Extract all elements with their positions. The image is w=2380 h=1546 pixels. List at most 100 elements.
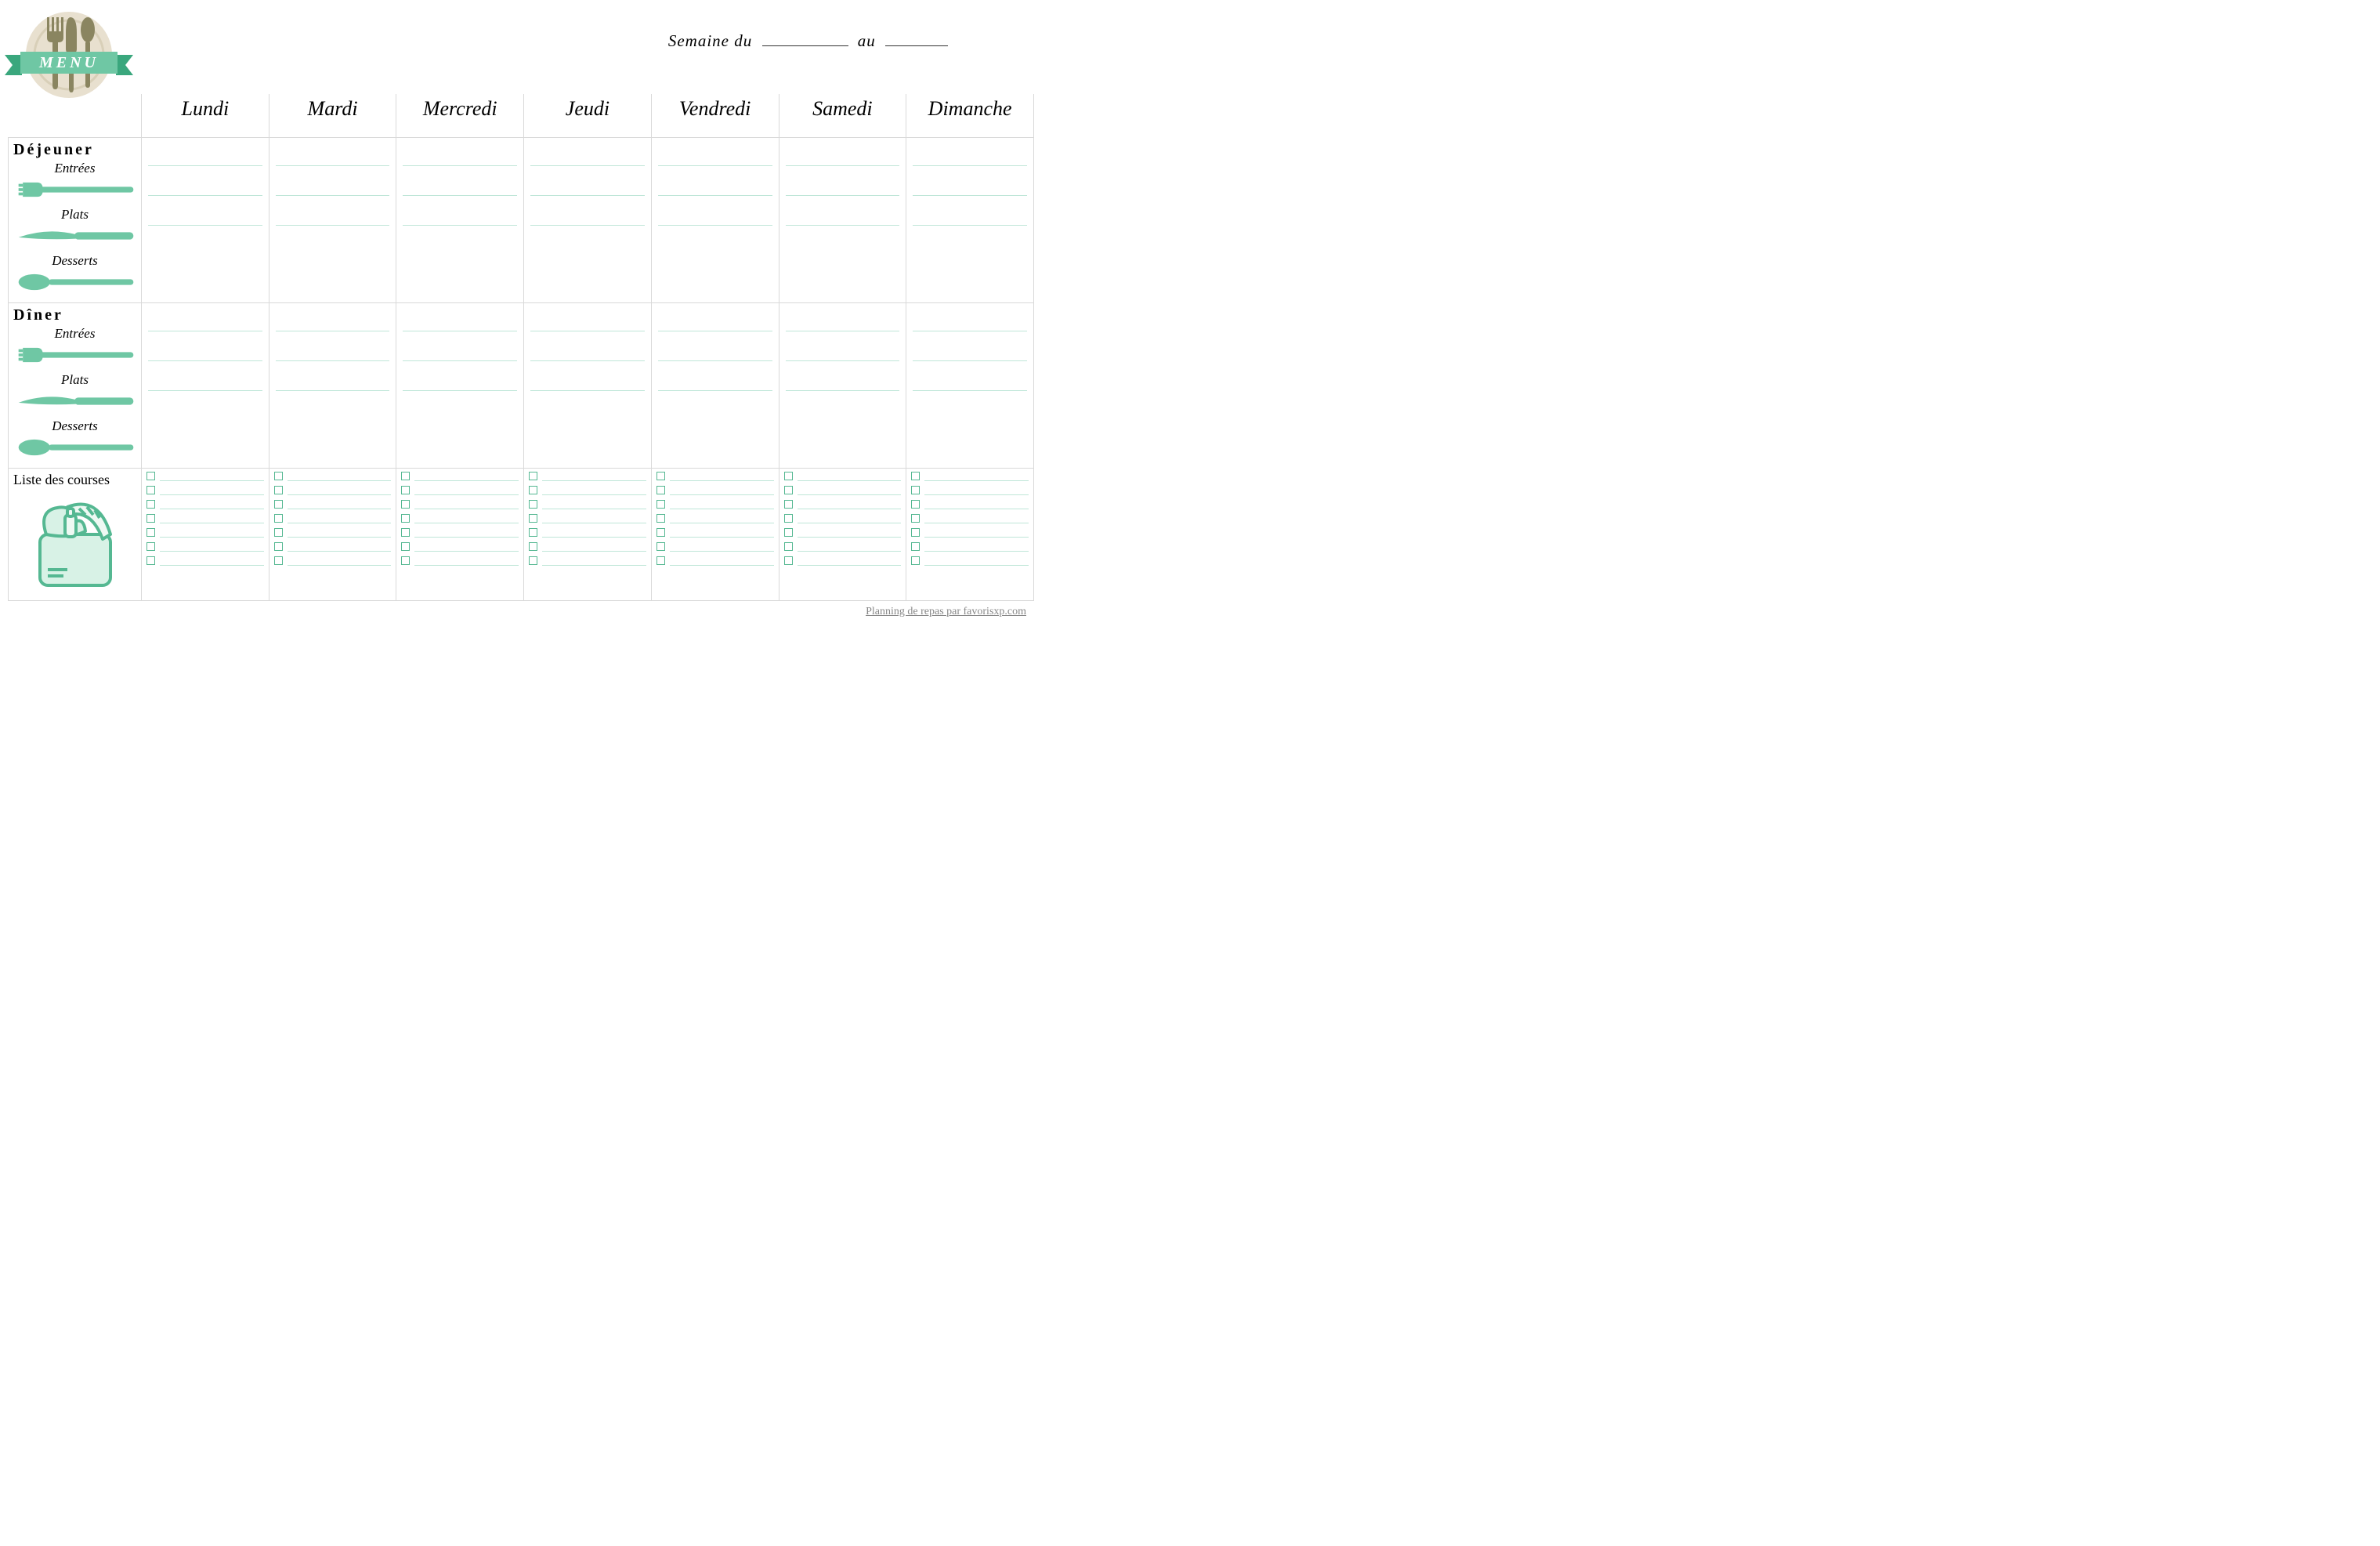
write-line[interactable]	[148, 210, 262, 226]
checkbox-icon[interactable]	[784, 556, 793, 565]
write-line[interactable]	[924, 472, 1029, 481]
shopping-cell[interactable]	[524, 468, 652, 600]
write-line[interactable]	[913, 346, 1027, 361]
write-line[interactable]	[542, 542, 646, 552]
shopping-item-row[interactable]	[656, 486, 774, 495]
shopping-item-row[interactable]	[529, 500, 646, 509]
shopping-item-row[interactable]	[274, 500, 392, 509]
shopping-item-row[interactable]	[656, 528, 774, 538]
checkbox-icon[interactable]	[529, 556, 537, 565]
write-line[interactable]	[542, 514, 646, 523]
write-line[interactable]	[160, 472, 264, 481]
write-line[interactable]	[148, 180, 262, 196]
checkbox-icon[interactable]	[274, 514, 283, 523]
write-line[interactable]	[658, 210, 772, 226]
shopping-item-row[interactable]	[784, 556, 902, 566]
write-line[interactable]	[414, 486, 519, 495]
shopping-item-row[interactable]	[529, 528, 646, 538]
write-line[interactable]	[924, 528, 1029, 538]
shopping-item-row[interactable]	[401, 500, 519, 509]
checkbox-icon[interactable]	[784, 500, 793, 509]
checkbox-icon[interactable]	[401, 542, 410, 551]
meal-cell[interactable]	[651, 137, 779, 302]
meal-cell[interactable]	[269, 302, 396, 468]
shopping-cell[interactable]	[779, 468, 906, 600]
shopping-item-row[interactable]	[784, 500, 902, 509]
write-line[interactable]	[414, 542, 519, 552]
checkbox-icon[interactable]	[146, 528, 155, 537]
write-line[interactable]	[288, 542, 392, 552]
write-line[interactable]	[288, 514, 392, 523]
write-line[interactable]	[276, 210, 390, 226]
write-line[interactable]	[288, 500, 392, 509]
week-start-blank[interactable]	[762, 34, 848, 46]
write-line[interactable]	[403, 346, 517, 361]
write-line[interactable]	[658, 375, 772, 391]
write-line[interactable]	[160, 514, 264, 523]
write-line[interactable]	[913, 375, 1027, 391]
checkbox-icon[interactable]	[656, 472, 665, 480]
shopping-item-row[interactable]	[401, 514, 519, 523]
write-line[interactable]	[276, 346, 390, 361]
write-line[interactable]	[148, 375, 262, 391]
write-line[interactable]	[403, 150, 517, 166]
shopping-item-row[interactable]	[146, 486, 264, 495]
shopping-item-row[interactable]	[274, 528, 392, 538]
write-line[interactable]	[148, 150, 262, 166]
write-line[interactable]	[414, 472, 519, 481]
shopping-cell[interactable]	[142, 468, 269, 600]
shopping-item-row[interactable]	[911, 542, 1029, 552]
checkbox-icon[interactable]	[911, 542, 920, 551]
shopping-item-row[interactable]	[911, 472, 1029, 481]
checkbox-icon[interactable]	[274, 556, 283, 565]
write-line[interactable]	[658, 316, 772, 331]
shopping-cell[interactable]	[651, 468, 779, 600]
write-line[interactable]	[276, 375, 390, 391]
write-line[interactable]	[924, 542, 1029, 552]
checkbox-icon[interactable]	[911, 486, 920, 494]
meal-cell[interactable]	[269, 137, 396, 302]
checkbox-icon[interactable]	[784, 472, 793, 480]
write-line[interactable]	[798, 542, 902, 552]
shopping-item-row[interactable]	[146, 472, 264, 481]
write-line[interactable]	[530, 375, 645, 391]
write-line[interactable]	[786, 346, 900, 361]
meal-cell[interactable]	[779, 137, 906, 302]
write-line[interactable]	[160, 556, 264, 566]
shopping-item-row[interactable]	[656, 556, 774, 566]
shopping-item-row[interactable]	[529, 514, 646, 523]
shopping-item-row[interactable]	[656, 542, 774, 552]
checkbox-icon[interactable]	[529, 486, 537, 494]
meal-cell[interactable]	[524, 137, 652, 302]
shopping-cell[interactable]	[269, 468, 396, 600]
checkbox-icon[interactable]	[529, 528, 537, 537]
shopping-item-row[interactable]	[784, 542, 902, 552]
shopping-item-row[interactable]	[401, 472, 519, 481]
write-line[interactable]	[786, 150, 900, 166]
checkbox-icon[interactable]	[911, 556, 920, 565]
write-line[interactable]	[658, 346, 772, 361]
shopping-item-row[interactable]	[274, 514, 392, 523]
shopping-item-row[interactable]	[529, 542, 646, 552]
write-line[interactable]	[542, 556, 646, 566]
write-line[interactable]	[160, 486, 264, 495]
checkbox-icon[interactable]	[146, 514, 155, 523]
meal-cell[interactable]	[396, 302, 524, 468]
write-line[interactable]	[530, 150, 645, 166]
write-line[interactable]	[276, 180, 390, 196]
shopping-item-row[interactable]	[911, 528, 1029, 538]
shopping-item-row[interactable]	[656, 472, 774, 481]
shopping-item-row[interactable]	[401, 486, 519, 495]
shopping-item-row[interactable]	[784, 486, 902, 495]
meal-cell[interactable]	[651, 302, 779, 468]
write-line[interactable]	[798, 500, 902, 509]
write-line[interactable]	[913, 316, 1027, 331]
write-line[interactable]	[414, 528, 519, 538]
shopping-item-row[interactable]	[146, 528, 264, 538]
shopping-item-row[interactable]	[911, 514, 1029, 523]
shopping-item-row[interactable]	[401, 528, 519, 538]
checkbox-icon[interactable]	[401, 472, 410, 480]
shopping-item-row[interactable]	[656, 500, 774, 509]
checkbox-icon[interactable]	[274, 486, 283, 494]
checkbox-icon[interactable]	[274, 542, 283, 551]
